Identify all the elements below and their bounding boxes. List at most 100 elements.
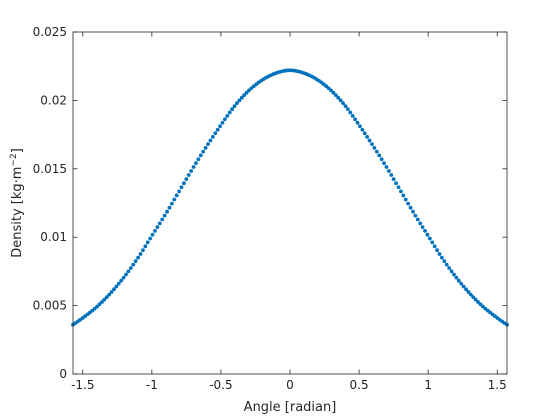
data-point [160,217,165,222]
data-point [435,248,439,253]
data-point [447,266,452,270]
data-point [413,213,418,218]
data-point [440,255,444,260]
data-point [220,120,225,125]
data-point [454,275,459,280]
data-point [449,269,454,274]
data-point [420,225,425,230]
data-point [471,295,476,300]
data-point [372,145,377,150]
data-point [379,157,384,162]
data-point [476,300,480,304]
data-point [210,134,215,139]
y-axis-label: Density [kg·m−2] [9,148,25,258]
data-markers [71,68,509,327]
data-point [386,169,391,173]
data-point [198,153,203,158]
data-point [239,95,244,100]
data-point [466,290,471,294]
data-point [468,292,473,297]
data-point [367,138,372,143]
data-point [333,93,338,98]
x-tick-label: 1.5 [488,378,507,392]
data-point [102,297,107,302]
data-point [396,185,401,190]
data-point [464,287,468,292]
data-point [358,124,362,129]
data-point [391,177,396,181]
data-point [456,278,461,283]
data-point [169,201,174,206]
data-point [242,93,247,98]
data-point [406,201,411,206]
data-point [403,197,408,202]
data-point [394,181,398,186]
data-point [389,173,394,177]
data-point [95,304,100,309]
data-point [174,193,179,198]
data-point [124,272,128,277]
data-point [329,88,333,93]
data-point [227,110,232,115]
data-point [408,205,413,210]
data-point [235,101,239,106]
data-point [131,262,136,267]
data-point [401,193,406,198]
x-tick-label: 0.5 [350,378,369,392]
x-tick-label: 0 [286,378,294,392]
data-point [399,189,403,194]
data-point [384,165,389,169]
data-point [345,107,350,112]
y-tick-label: 0 [59,367,67,381]
data-point [461,284,466,289]
data-point [218,124,222,129]
data-point [411,209,415,214]
data-point [444,262,449,267]
data-point [341,101,345,106]
data-point [194,161,198,166]
plot-area [73,32,507,374]
data-point [473,297,478,302]
data-point [167,205,172,210]
data-point [338,98,343,103]
data-point [326,86,331,91]
data-point [203,145,208,150]
data-point [116,281,121,286]
y-tick-label: 0.025 [33,25,67,39]
data-point [459,281,464,286]
y-axis-label-close: ] [10,148,25,153]
data-point [138,252,143,256]
data-point [155,225,160,230]
data-point [100,300,104,304]
x-tick-label: -0.5 [209,378,232,392]
data-point [109,290,114,294]
data-point [186,173,191,177]
data-point [150,232,155,237]
data-point [191,165,196,169]
data-point [179,185,184,190]
data-point [230,107,235,112]
y-axis-label-main: Density [kg·m [10,167,25,258]
y-tick-label: 0.005 [33,299,67,313]
data-point [430,240,435,245]
data-point [215,127,220,132]
y-tick-label: 0.02 [40,93,67,107]
data-point [225,113,230,118]
data-point [350,113,355,118]
x-tick-label: 1 [424,378,432,392]
data-point [119,278,124,283]
data-point [415,217,420,222]
data-point [128,266,133,270]
data-point [165,209,169,214]
data-point [112,287,116,292]
data-point [121,275,126,280]
data-point [184,177,189,181]
data-point [182,181,186,186]
data-point [382,161,386,166]
x-axis-label: Angle [radian] [244,400,337,415]
data-point [196,157,201,162]
data-point [348,110,353,115]
data-point [442,259,447,264]
data-point [172,197,177,202]
